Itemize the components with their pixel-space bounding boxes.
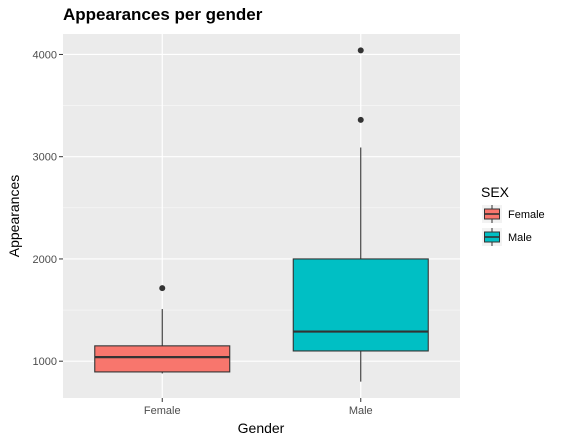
x-axis-label: Gender xyxy=(238,420,285,436)
y-tick-label: 3000 xyxy=(33,152,57,164)
chart-title: Appearances per gender xyxy=(63,5,263,24)
axis-layer: 1000 2000 3000 4000 Female Male xyxy=(33,49,373,417)
legend-item-female: Female xyxy=(482,205,545,223)
outlier-point xyxy=(357,116,364,123)
box-body xyxy=(94,345,231,373)
legend: SEX Female Male xyxy=(481,184,545,246)
y-axis-label: Appearances xyxy=(6,175,22,258)
x-tick-label: Male xyxy=(349,405,373,417)
box-body xyxy=(292,258,429,352)
box-male xyxy=(292,47,429,382)
legend-label: Male xyxy=(508,232,532,244)
box-female xyxy=(94,285,231,374)
y-tick-label: 4000 xyxy=(33,49,57,61)
legend-title: SEX xyxy=(481,184,510,200)
box-layer xyxy=(94,47,429,382)
legend-label: Female xyxy=(508,209,545,221)
outlier-point xyxy=(159,285,166,292)
legend-entries: Female Male xyxy=(482,205,545,246)
outlier-point xyxy=(357,47,364,54)
legend-item-male: Male xyxy=(482,228,532,246)
y-tick-label: 2000 xyxy=(33,254,57,266)
y-tick-label: 1000 xyxy=(33,356,57,368)
x-tick-label: Female xyxy=(144,405,181,417)
